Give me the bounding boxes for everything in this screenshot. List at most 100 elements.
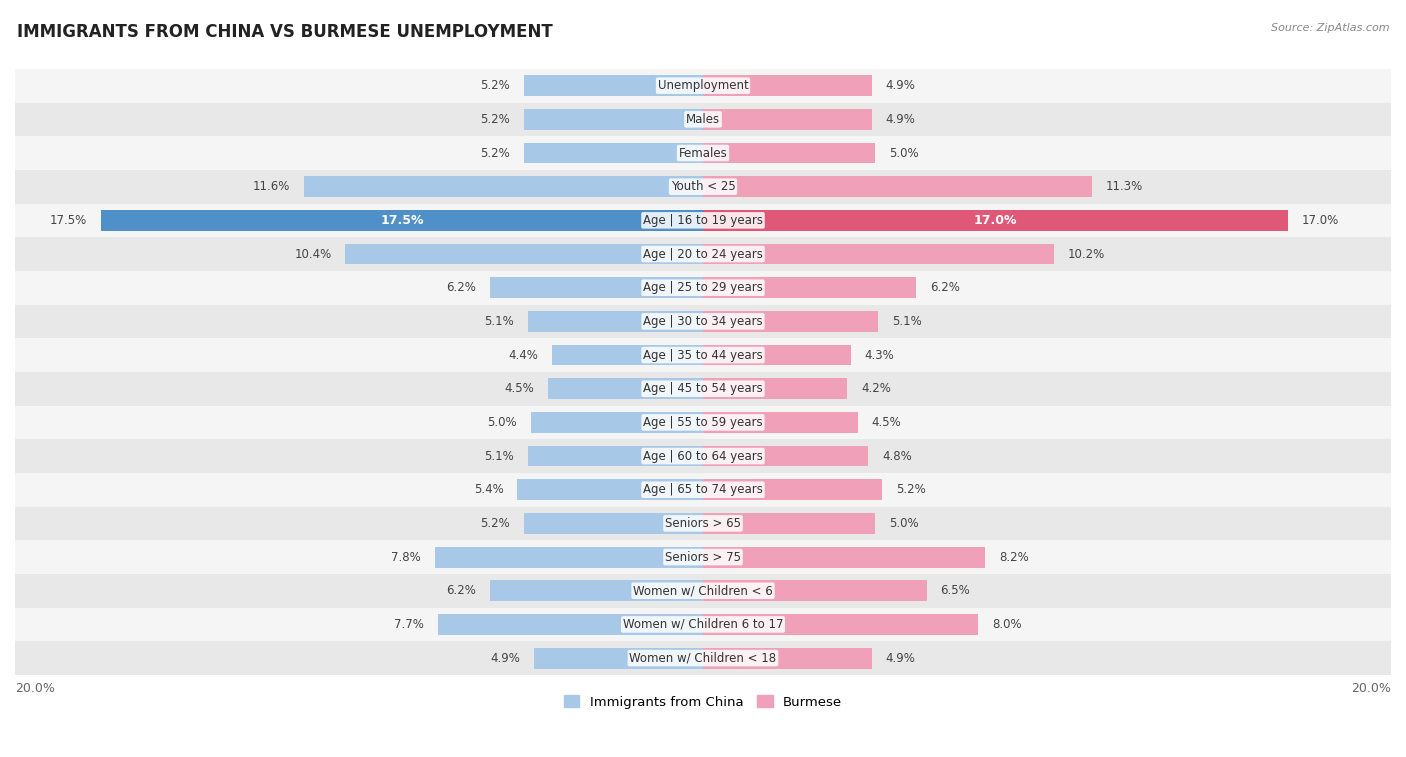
- Bar: [15, 574, 1391, 608]
- Text: 5.0%: 5.0%: [488, 416, 517, 429]
- Text: 17.5%: 17.5%: [380, 214, 423, 227]
- Text: 5.1%: 5.1%: [484, 315, 513, 328]
- Bar: [703, 109, 872, 129]
- Text: Age | 30 to 34 years: Age | 30 to 34 years: [643, 315, 763, 328]
- Bar: [15, 608, 1391, 641]
- Bar: [489, 277, 703, 298]
- Text: 20.0%: 20.0%: [15, 682, 55, 696]
- Text: Age | 20 to 24 years: Age | 20 to 24 years: [643, 248, 763, 260]
- Bar: [703, 513, 875, 534]
- Text: Women w/ Children 6 to 17: Women w/ Children 6 to 17: [623, 618, 783, 631]
- Bar: [15, 406, 1391, 439]
- Text: 4.9%: 4.9%: [491, 652, 520, 665]
- Bar: [703, 311, 879, 332]
- Text: 5.0%: 5.0%: [889, 517, 918, 530]
- Text: Age | 25 to 29 years: Age | 25 to 29 years: [643, 281, 763, 294]
- Bar: [524, 109, 703, 129]
- Text: 7.7%: 7.7%: [395, 618, 425, 631]
- Bar: [434, 547, 703, 568]
- Bar: [15, 372, 1391, 406]
- Bar: [15, 69, 1391, 102]
- Text: 5.0%: 5.0%: [889, 147, 918, 160]
- Bar: [439, 614, 703, 635]
- Text: 6.2%: 6.2%: [446, 584, 477, 597]
- Text: 5.4%: 5.4%: [474, 483, 503, 497]
- Bar: [703, 648, 872, 668]
- Text: 4.8%: 4.8%: [882, 450, 911, 463]
- Bar: [15, 136, 1391, 170]
- Text: Age | 55 to 59 years: Age | 55 to 59 years: [643, 416, 763, 429]
- Bar: [703, 176, 1091, 197]
- Bar: [524, 75, 703, 96]
- Text: 4.5%: 4.5%: [505, 382, 534, 395]
- Bar: [489, 581, 703, 601]
- Text: Age | 35 to 44 years: Age | 35 to 44 years: [643, 348, 763, 362]
- Bar: [524, 142, 703, 164]
- Bar: [703, 75, 872, 96]
- Bar: [527, 311, 703, 332]
- Bar: [15, 439, 1391, 473]
- Bar: [703, 446, 868, 466]
- Bar: [703, 210, 1288, 231]
- Bar: [346, 244, 703, 264]
- Text: 17.5%: 17.5%: [51, 214, 87, 227]
- Text: 8.0%: 8.0%: [993, 618, 1022, 631]
- Bar: [531, 412, 703, 433]
- Bar: [15, 473, 1391, 506]
- Text: 4.2%: 4.2%: [862, 382, 891, 395]
- Text: 5.2%: 5.2%: [481, 147, 510, 160]
- Text: Youth < 25: Youth < 25: [671, 180, 735, 193]
- Bar: [703, 479, 882, 500]
- Bar: [551, 344, 703, 366]
- Text: Unemployment: Unemployment: [658, 79, 748, 92]
- Bar: [15, 237, 1391, 271]
- Text: 17.0%: 17.0%: [973, 214, 1017, 227]
- Bar: [517, 479, 703, 500]
- Bar: [15, 102, 1391, 136]
- Bar: [15, 204, 1391, 237]
- Text: 20.0%: 20.0%: [1351, 682, 1391, 696]
- Bar: [548, 378, 703, 399]
- Text: Age | 16 to 19 years: Age | 16 to 19 years: [643, 214, 763, 227]
- Bar: [703, 581, 927, 601]
- Text: 5.2%: 5.2%: [481, 79, 510, 92]
- Bar: [15, 641, 1391, 675]
- Text: 6.2%: 6.2%: [446, 281, 477, 294]
- Bar: [15, 338, 1391, 372]
- Text: Seniors > 75: Seniors > 75: [665, 550, 741, 563]
- Text: Females: Females: [679, 147, 727, 160]
- Text: 10.2%: 10.2%: [1067, 248, 1105, 260]
- Text: 4.5%: 4.5%: [872, 416, 901, 429]
- Text: Males: Males: [686, 113, 720, 126]
- Bar: [703, 614, 979, 635]
- Text: 8.2%: 8.2%: [998, 550, 1029, 563]
- Text: 5.1%: 5.1%: [893, 315, 922, 328]
- Text: Age | 60 to 64 years: Age | 60 to 64 years: [643, 450, 763, 463]
- Text: 10.4%: 10.4%: [294, 248, 332, 260]
- Bar: [527, 446, 703, 466]
- Bar: [15, 271, 1391, 304]
- Text: 4.3%: 4.3%: [865, 348, 894, 362]
- Bar: [101, 210, 703, 231]
- Text: Source: ZipAtlas.com: Source: ZipAtlas.com: [1271, 23, 1389, 33]
- Text: Seniors > 65: Seniors > 65: [665, 517, 741, 530]
- Text: 5.1%: 5.1%: [484, 450, 513, 463]
- Bar: [703, 378, 848, 399]
- Text: 6.2%: 6.2%: [929, 281, 960, 294]
- Bar: [703, 277, 917, 298]
- Bar: [15, 304, 1391, 338]
- Text: 4.9%: 4.9%: [886, 79, 915, 92]
- Text: 11.6%: 11.6%: [253, 180, 290, 193]
- Bar: [703, 244, 1054, 264]
- Text: 17.0%: 17.0%: [1302, 214, 1339, 227]
- Legend: Immigrants from China, Burmese: Immigrants from China, Burmese: [558, 690, 848, 714]
- Text: Women w/ Children < 18: Women w/ Children < 18: [630, 652, 776, 665]
- Text: 11.3%: 11.3%: [1105, 180, 1143, 193]
- Bar: [15, 540, 1391, 574]
- Text: 5.2%: 5.2%: [481, 113, 510, 126]
- Bar: [304, 176, 703, 197]
- Bar: [15, 506, 1391, 540]
- Bar: [524, 513, 703, 534]
- Text: Age | 45 to 54 years: Age | 45 to 54 years: [643, 382, 763, 395]
- Text: 4.4%: 4.4%: [508, 348, 538, 362]
